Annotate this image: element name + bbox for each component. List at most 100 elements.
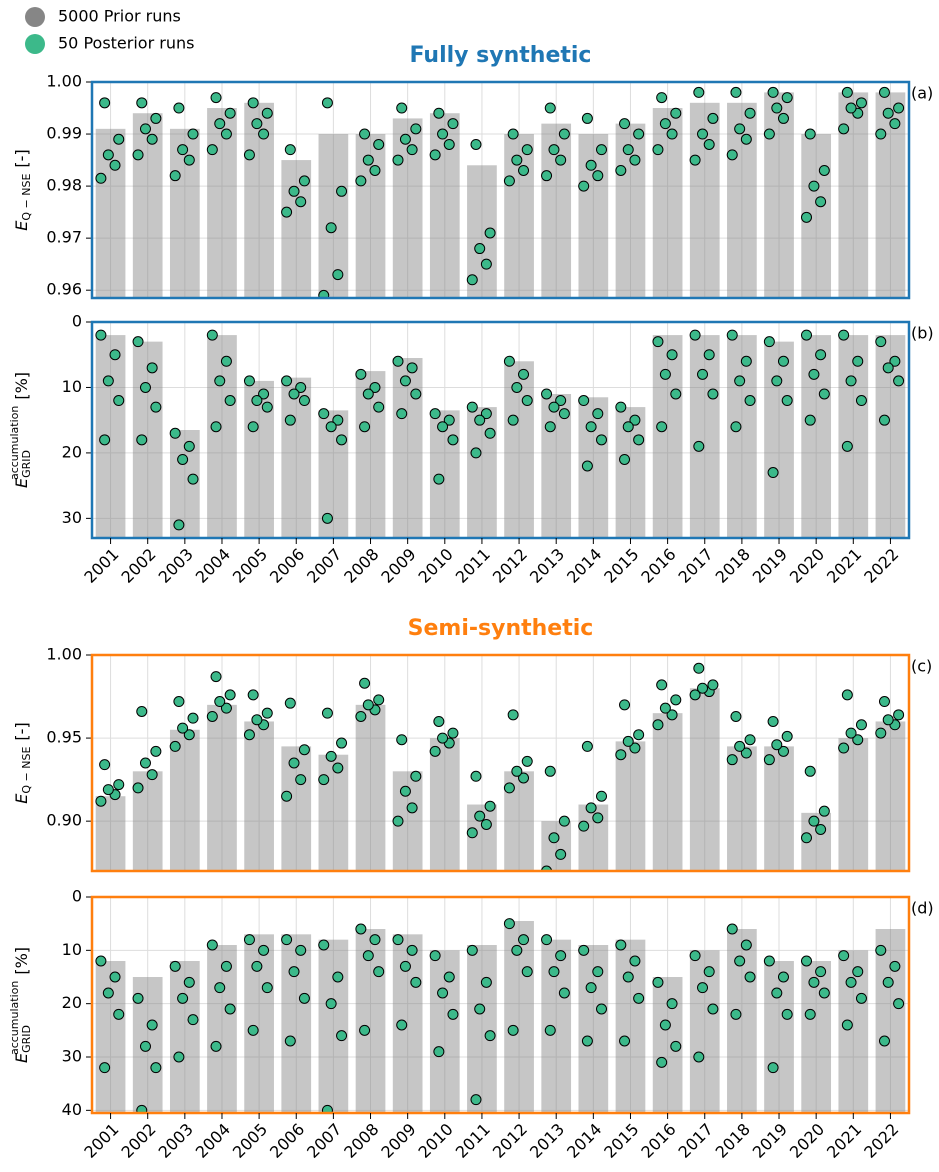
posterior-point [548,832,560,844]
posterior-point [169,170,181,182]
posterior-point [801,329,813,341]
prior-cloud [318,134,349,298]
posterior-point [109,971,121,983]
posterior-point [224,1003,236,1015]
posterior-point [173,696,185,708]
posterior-point [633,729,645,741]
x-tick-label: 2001 [80,545,122,587]
y-label-unit: [%] [12,372,31,400]
posterior-point [744,395,756,407]
posterior-point [298,744,310,756]
posterior-point [777,355,789,367]
posterior-point [373,401,385,413]
posterior-point [484,1030,496,1042]
prior-cloud [355,704,386,871]
prior-cloud [132,113,163,298]
posterior-point [619,453,631,465]
posterior-point [555,950,567,962]
y-label-main: E [12,793,31,804]
posterior-point [845,102,857,114]
x-tick-label: 2021 [823,545,865,587]
posterior-point [214,375,226,387]
posterior-point [220,702,232,714]
x-tick-label: 2006 [266,545,308,587]
posterior-point [656,92,668,104]
posterior-point [697,368,709,380]
posterior-point [95,795,107,807]
posterior-point [258,388,270,400]
posterior-point [777,745,789,757]
posterior-point [521,395,533,407]
posterior-point [206,710,218,722]
posterior-point [541,934,553,946]
posterior-point [325,998,337,1010]
posterior-point [288,185,300,197]
posterior-point [841,689,853,701]
posterior-point [622,421,634,433]
posterior-point [652,336,664,348]
posterior-point [619,1035,631,1047]
posterior-point [336,185,348,197]
x-tick-label: 2016 [637,1120,679,1162]
posterior-point [399,785,411,797]
posterior-point [373,694,385,706]
posterior-point [247,97,259,109]
posterior-point [893,998,905,1010]
y-tick-label: 1.00 [46,645,82,664]
posterior-point [359,677,371,689]
posterior-point [804,128,816,140]
posterior-point [507,128,519,140]
prior-cloud [207,704,237,871]
posterior-point [878,414,890,426]
posterior-point [503,355,515,367]
x-tick-label: 2009 [377,545,419,587]
posterior-point [288,757,300,769]
posterior-point [882,714,894,726]
posterior-point [815,823,827,835]
posterior-point [629,154,641,166]
posterior-point [555,154,567,166]
prior-cloud [615,741,646,871]
posterior-point [369,934,381,946]
posterior-point [429,745,441,757]
posterior-point [838,742,850,754]
panel-label: (a) [911,84,933,103]
posterior-point [177,722,189,734]
prior-cloud [764,961,794,1113]
posterior-point [206,329,218,341]
posterior-point [596,790,608,802]
posterior-point [447,727,459,739]
posterior-point [443,138,455,150]
posterior-point [177,453,189,465]
posterior-point [622,971,634,983]
y-label-main: E [12,220,31,231]
posterior-point [210,671,222,683]
posterior-point [224,395,236,407]
y-label-main: E [12,1052,31,1063]
posterior-point [288,388,300,400]
posterior-point [332,971,344,983]
posterior-point [247,1024,259,1036]
posterior-point [392,815,404,827]
posterior-point [362,388,374,400]
posterior-point [818,805,830,817]
posterior-point [295,381,307,393]
posterior-point [410,976,422,988]
posterior-point [893,709,905,721]
plot-frame [90,653,911,873]
prior-cloud [392,118,423,298]
prior-cloud [615,939,646,1113]
posterior-point [113,1008,125,1020]
posterior-point [325,750,337,762]
prior-cloud [429,113,460,298]
posterior-point [548,966,560,978]
posterior-point [818,164,830,176]
x-tick-label: 2020 [786,545,828,587]
posterior-point [321,1104,333,1113]
posterior-point [109,349,121,361]
posterior-point [95,172,107,184]
posterior-point [622,144,634,156]
posterior-point [707,679,719,691]
posterior-point [139,1040,151,1052]
y-label-main: E [12,477,31,488]
